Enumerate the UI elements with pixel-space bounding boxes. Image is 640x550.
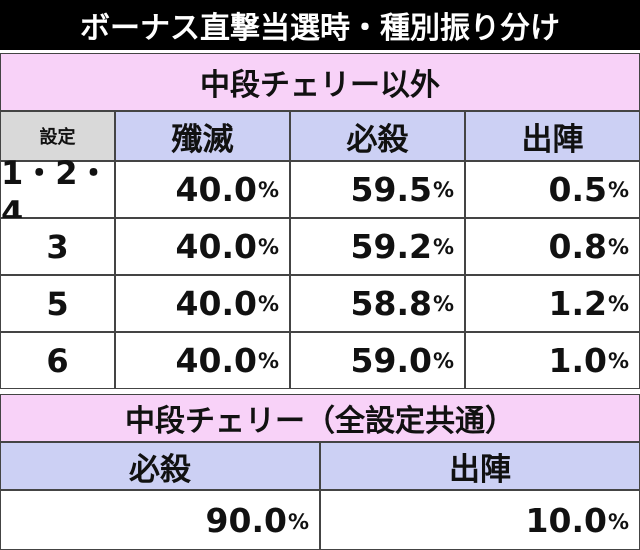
header-cell: 必殺	[0, 442, 320, 490]
value-cell: 40.0%	[115, 332, 290, 389]
value-cell: 59.5%	[290, 161, 465, 218]
value-cell: 0.5%	[465, 161, 640, 218]
section-title: 中段チェリー（全設定共通）	[0, 394, 640, 442]
header-cell: 出陣	[465, 111, 640, 161]
value-cell: 40.0%	[115, 218, 290, 275]
setting-cell: 6	[0, 332, 115, 389]
setting-cell: 1・2・4	[0, 154, 115, 232]
value-cell: 90.0%	[0, 490, 320, 550]
header-cell: 殲滅	[115, 111, 290, 161]
value-cell: 59.2%	[290, 218, 465, 275]
value-cell: 1.2%	[465, 275, 640, 332]
header-cell: 出陣	[320, 442, 640, 490]
setting-cell: 3	[0, 218, 115, 275]
page-title: ボーナス直撃当選時・種別振り分け	[0, 0, 640, 50]
header-cell: 設定	[0, 111, 115, 161]
value-cell: 0.8%	[465, 218, 640, 275]
value-cell: 40.0%	[115, 275, 290, 332]
value-cell: 1.0%	[465, 332, 640, 389]
section-title: 中段チェリー以外	[0, 53, 640, 111]
value-cell: 10.0%	[320, 490, 640, 550]
value-cell: 59.0%	[290, 332, 465, 389]
value-cell: 40.0%	[115, 161, 290, 218]
header-cell: 必殺	[290, 111, 465, 161]
setting-cell: 5	[0, 275, 115, 332]
value-cell: 58.8%	[290, 275, 465, 332]
